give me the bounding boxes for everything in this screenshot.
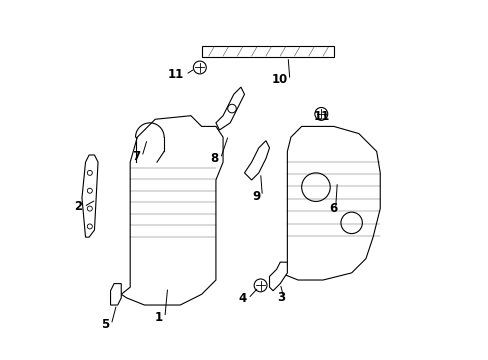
Circle shape	[314, 108, 327, 120]
Text: 5: 5	[101, 318, 109, 331]
Text: 1: 1	[155, 311, 163, 324]
Circle shape	[254, 279, 266, 292]
Polygon shape	[110, 284, 121, 305]
Text: 7: 7	[132, 150, 140, 163]
Polygon shape	[216, 87, 244, 130]
Text: 11: 11	[313, 110, 329, 123]
Text: 2: 2	[74, 200, 82, 213]
Text: 3: 3	[277, 291, 285, 305]
Text: 11: 11	[167, 68, 183, 81]
Text: 8: 8	[210, 152, 218, 165]
Polygon shape	[82, 155, 98, 237]
Text: 6: 6	[328, 202, 337, 215]
Polygon shape	[121, 116, 223, 305]
Text: 4: 4	[238, 292, 246, 305]
Circle shape	[193, 61, 206, 74]
Text: 9: 9	[252, 190, 260, 203]
Polygon shape	[280, 126, 380, 280]
Polygon shape	[244, 141, 269, 180]
Polygon shape	[201, 46, 333, 57]
Text: 10: 10	[271, 73, 287, 86]
Polygon shape	[269, 262, 287, 291]
